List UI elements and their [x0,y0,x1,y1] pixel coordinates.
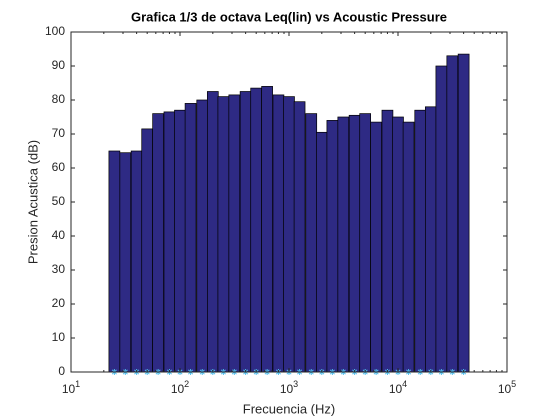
y-axis-label: Presion Acustica (dB) [25,140,40,264]
y-tick-label: 30 [52,262,66,276]
bar [446,55,459,373]
bar [174,109,186,373]
bar [239,91,252,373]
bar [414,109,427,373]
x-axis-label: Frecuencia (Hz) [243,401,335,416]
bar [305,113,318,373]
y-tick-label: 10 [52,330,66,344]
bar [435,65,448,373]
bar [337,116,350,373]
bar [141,128,154,373]
bar [293,101,306,373]
chart-title: Grafica 1/3 de octava Leq(lin) vs Acoust… [131,9,447,24]
y-tick-label: 50 [52,194,66,208]
y-tick-label: 100 [45,24,65,38]
bar [392,116,404,373]
bar [272,94,285,373]
y-tick-label: 80 [52,92,66,106]
x-tick-label: 102 [171,379,189,396]
bar [228,94,241,373]
bar [348,114,361,373]
bar [163,111,176,373]
bar [457,53,470,373]
bar [402,121,415,373]
bar [359,113,372,373]
bar [217,96,230,373]
y-tick-label: 60 [52,160,66,174]
bar [184,103,197,373]
x-tick-label: 103 [280,379,298,396]
x-tick-label: 101 [62,379,80,396]
bar [370,121,382,373]
bar [119,152,132,373]
bar [130,150,143,373]
bar [196,99,209,373]
y-tick-label: 20 [52,296,66,310]
bar [381,109,394,373]
x-tick-label: 105 [498,379,516,396]
x-tick-label: 104 [389,379,407,396]
bar [315,131,328,373]
bar [283,96,295,373]
bar [250,87,263,373]
y-tick-label: 40 [52,228,66,242]
y-tick-label: 90 [52,58,66,72]
bar [108,150,121,373]
bar [424,106,437,373]
y-tick-label: 70 [52,126,66,140]
bar [152,113,164,373]
bar [206,91,219,373]
y-tick-label: 0 [58,364,65,378]
bar [326,120,339,373]
bar [261,86,273,373]
